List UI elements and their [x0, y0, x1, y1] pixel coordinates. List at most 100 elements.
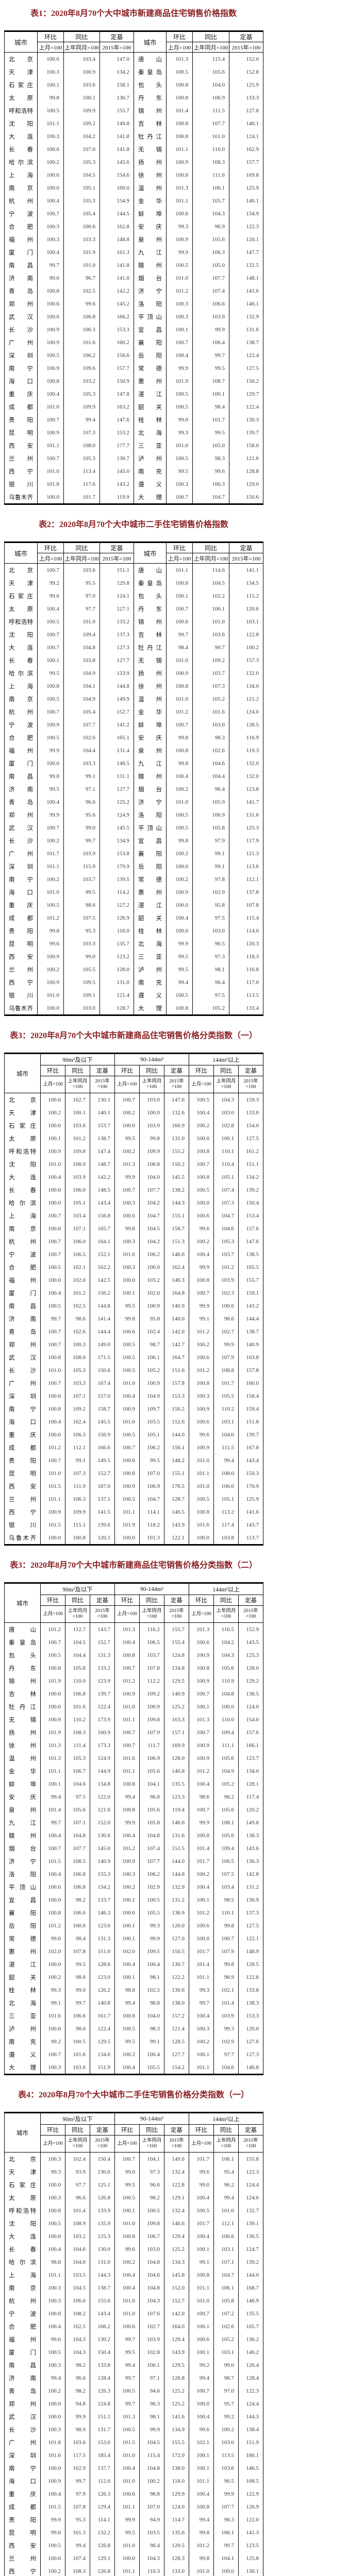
value-cell: 133.8 — [238, 1984, 264, 1996]
value-cell: 147.8 — [100, 387, 134, 400]
value-cell: 102.5 — [139, 1984, 165, 1996]
value-cell: 100.4 — [189, 2230, 214, 2243]
value-cell: 100.1 — [40, 1132, 65, 1145]
value-cell: 100.6 — [189, 2333, 214, 2346]
value-cell: 143.4 — [89, 2307, 115, 2320]
value-cell: 100.8 — [40, 2204, 65, 2217]
value-cell: 144.8 — [100, 680, 134, 692]
table-row: 长春 100.6 106.0 148.5 100.7 107.7 138.2 100.5 107… — [4, 1183, 264, 1196]
city-cell: 北海 — [4, 1996, 41, 2009]
value-cell: 101.4 — [189, 1958, 214, 1971]
value-cell: 100.8 — [189, 2268, 214, 2281]
value-cell: 151.1 — [89, 2410, 115, 2423]
value-cell: 106.9 — [139, 1752, 165, 1765]
value-cell: 117.5 — [65, 2449, 90, 2462]
table-row: 昆明 99.6 103.3 135.7 北海 99.9 96.5 120.3 — [4, 937, 263, 950]
base-period-header: 2015年=100 — [89, 2135, 115, 2153]
table-row: 济宁 101.5 108.5 140.9 100.9 107.7 144.0 101.7 106… — [4, 1855, 264, 1868]
value-cell: 99.5 — [114, 2526, 140, 2539]
value-cell: 99.5 — [63, 886, 100, 899]
value-cell: 117.0 — [229, 976, 263, 989]
value-cell: 124.7 — [238, 2243, 264, 2256]
table-row: 大连 100.4 103.9 142.2 99.9 104.0 145.5 100.8 105.… — [4, 1171, 264, 1183]
value-cell: 122.8 — [229, 628, 263, 641]
value-cell: 101.0 — [114, 2475, 140, 2487]
value-cell: 100.3 — [192, 478, 229, 490]
table-row: 西安 101.1 108.0 177.7 三亚 101.0 105.0 158.0 — [4, 439, 263, 452]
value-cell: 100.4 — [189, 2009, 214, 2022]
value-cell: 129.5 — [164, 1674, 190, 1687]
table-row: 郑州 100.7 100.3 149.0 100.5 98.7 142.7 100.2 99.9… — [4, 1338, 264, 1351]
value-cell: 127.5 — [238, 1919, 264, 1932]
value-cell: 150.9 — [100, 375, 134, 387]
table-row: 哈尔滨 98.8 104.0 131.0 100.2 104.8 134.3 99.1 107.… — [4, 2256, 264, 2268]
value-cell: 100.8 — [189, 2500, 214, 2513]
value-cell: 141.3 — [238, 2526, 264, 2539]
city-cell: 武汉 — [4, 821, 38, 834]
value-cell: 104.6 — [213, 1222, 239, 1235]
value-cell: 131.1 — [100, 770, 134, 783]
value-cell: 132.4 — [164, 2165, 190, 2178]
value-cell: 104.1 — [139, 1777, 165, 1790]
city-cell: 常德 — [134, 362, 167, 375]
table-row: 西宁 101.0 113.4 145.0 南充 99.5 99.6 128.8 — [4, 465, 263, 478]
value-cell: 125.3 — [238, 1649, 264, 1662]
city-cell: 银川 — [4, 478, 38, 490]
city-cell: 深圳 — [4, 860, 38, 873]
value-cell: 100.9 — [114, 1402, 140, 1415]
metric-header: 同比 — [65, 1065, 90, 1076]
value-cell: 98.8 — [40, 2256, 65, 2268]
metric-header: 环比 — [114, 1595, 140, 1606]
value-cell: 100.0 — [40, 2178, 65, 2191]
city-cell: 蚌埠 — [4, 1777, 41, 1790]
city-cell: 石家庄 — [4, 78, 38, 91]
city-cell: 北海 — [134, 426, 167, 439]
value-cell: 149.8 — [238, 1816, 264, 1829]
value-cell: 99.9 — [114, 1816, 140, 1829]
value-cell: 132.7 — [238, 2204, 264, 2217]
value-cell: 109.8 — [139, 1713, 165, 1726]
value-cell: 100.6 — [40, 1119, 65, 1132]
value-cell: 104.5 — [139, 2436, 165, 2449]
value-cell: 130.6 — [89, 1829, 115, 1842]
value-cell: 100.4 — [37, 246, 64, 259]
city-cell: 无锡 — [134, 143, 167, 156]
value-cell: 100.2 — [189, 2035, 214, 2048]
city-cell: 秦皇岛 — [134, 65, 167, 78]
value-cell: 134.8 — [89, 1777, 115, 1790]
value-cell: 165.5 — [238, 1261, 264, 1274]
value-cell: 132.4 — [164, 2204, 190, 2217]
value-cell: 100.6 — [114, 2320, 140, 2333]
value-cell: 100.7 — [189, 2384, 214, 2397]
metric-header: 同比 — [213, 1595, 239, 1606]
value-cell: 98.7 — [213, 2371, 239, 2384]
city-cell: 赣州 — [4, 1829, 41, 1842]
value-cell: 101.5 — [40, 1518, 65, 1531]
value-cell: 100.4 — [40, 2243, 65, 2256]
value-cell: 139.1 — [238, 2217, 264, 2230]
table-row: 太原 100.3 96.6 126.8 100.5 98.2 129.1 100.4 99.4 1… — [4, 2191, 264, 2204]
value-cell: 125.3 — [89, 2230, 115, 2243]
city-cell: 平顶山 — [134, 310, 167, 323]
value-cell: 100.4 — [166, 349, 193, 362]
value-cell: 99.7 — [114, 2333, 140, 2346]
value-cell: 100.8 — [166, 130, 193, 143]
base-period-header: 2015年=100 — [229, 42, 263, 53]
value-cell: 103.2 — [139, 1274, 165, 1286]
value-cell: 101.0 — [166, 439, 193, 452]
table-row: 烟台 100.7 107.7 145.0 101.2 107.4 151.5 101.4 109… — [4, 1842, 264, 1855]
value-cell: 101.6 — [65, 2048, 90, 2061]
value-cell: 115.4 — [139, 2449, 165, 2462]
value-cell: 152.1 — [89, 1248, 115, 1261]
city-cell: 岳阳 — [134, 349, 167, 362]
value-cell: 156.8 — [89, 1209, 115, 1222]
value-cell: 126.4 — [238, 2359, 264, 2371]
city-cell: 太原 — [4, 602, 38, 615]
base-period-header: 2015年=100 — [229, 553, 263, 564]
value-cell: 106.9 — [192, 808, 229, 821]
size-group-header: 90m²及以下 — [40, 1053, 115, 1065]
value-cell: 101.5 — [40, 2500, 65, 2513]
value-cell: 128.6 — [89, 1958, 115, 1971]
value-cell: 131.3 — [89, 1649, 115, 1662]
value-cell: 143.5 — [238, 1636, 264, 1649]
